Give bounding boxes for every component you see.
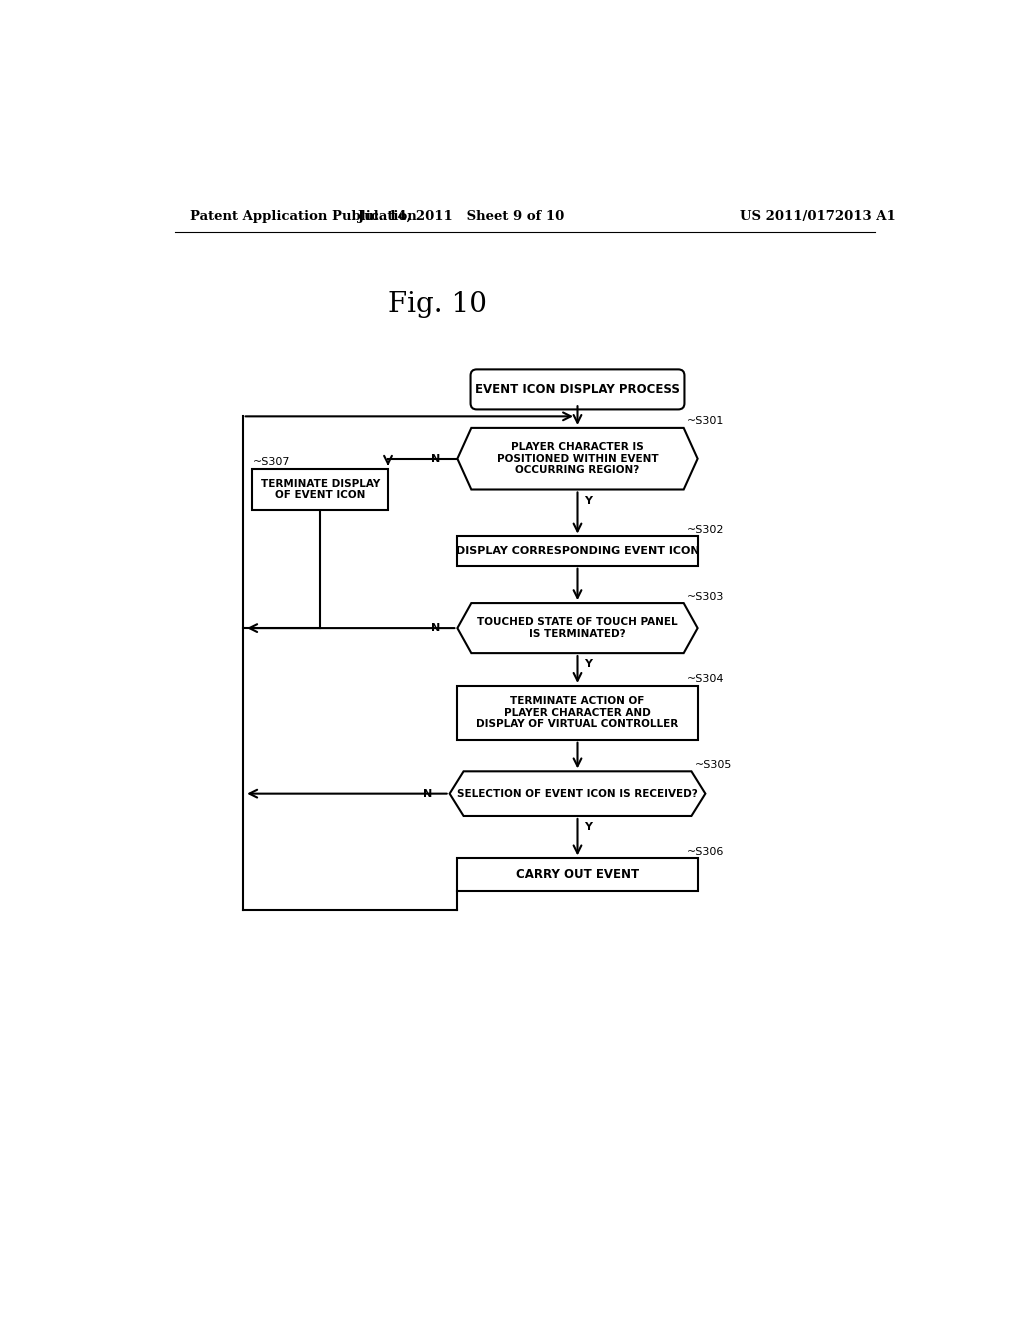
- Text: ~S303: ~S303: [687, 591, 724, 602]
- Text: Jul. 14, 2011   Sheet 9 of 10: Jul. 14, 2011 Sheet 9 of 10: [358, 210, 564, 223]
- Text: TERMINATE DISPLAY
OF EVENT ICON: TERMINATE DISPLAY OF EVENT ICON: [260, 479, 380, 500]
- Text: N: N: [431, 623, 440, 634]
- Text: EVENT ICON DISPLAY PROCESS: EVENT ICON DISPLAY PROCESS: [475, 383, 680, 396]
- Text: PLAYER CHARACTER IS
POSITIONED WITHIN EVENT
OCCURRING REGION?: PLAYER CHARACTER IS POSITIONED WITHIN EV…: [497, 442, 658, 475]
- FancyBboxPatch shape: [471, 370, 684, 409]
- Bar: [252, 469, 388, 511]
- Text: ~S306: ~S306: [687, 847, 724, 857]
- Text: US 2011/0172013 A1: US 2011/0172013 A1: [740, 210, 896, 223]
- Text: TOUCHED STATE OF TOUCH PANEL
IS TERMINATED?: TOUCHED STATE OF TOUCH PANEL IS TERMINAT…: [477, 618, 678, 639]
- Text: TERMINATE ACTION OF
PLAYER CHARACTER AND
DISPLAY OF VIRTUAL CONTROLLER: TERMINATE ACTION OF PLAYER CHARACTER AND…: [476, 696, 679, 730]
- Text: ~S304: ~S304: [687, 675, 724, 684]
- Text: N: N: [423, 788, 432, 799]
- Bar: [458, 686, 697, 739]
- Text: ~S305: ~S305: [694, 760, 732, 770]
- Polygon shape: [458, 428, 697, 490]
- Bar: [458, 536, 697, 566]
- Text: ~S302: ~S302: [687, 525, 724, 535]
- Text: ~S301: ~S301: [687, 416, 724, 426]
- Text: Y: Y: [584, 496, 592, 506]
- Text: CARRY OUT EVENT: CARRY OUT EVENT: [516, 869, 639, 880]
- Text: N: N: [431, 454, 440, 463]
- Text: Fig. 10: Fig. 10: [388, 292, 487, 318]
- Bar: [458, 858, 697, 891]
- Text: DISPLAY CORRESPONDING EVENT ICON: DISPLAY CORRESPONDING EVENT ICON: [456, 546, 699, 556]
- Text: SELECTION OF EVENT ICON IS RECEIVED?: SELECTION OF EVENT ICON IS RECEIVED?: [457, 788, 698, 799]
- Polygon shape: [450, 771, 706, 816]
- Text: Y: Y: [584, 822, 592, 832]
- Text: ~S307: ~S307: [252, 457, 290, 467]
- Text: Patent Application Publication: Patent Application Publication: [190, 210, 417, 223]
- Text: Y: Y: [584, 659, 592, 669]
- Polygon shape: [458, 603, 697, 653]
